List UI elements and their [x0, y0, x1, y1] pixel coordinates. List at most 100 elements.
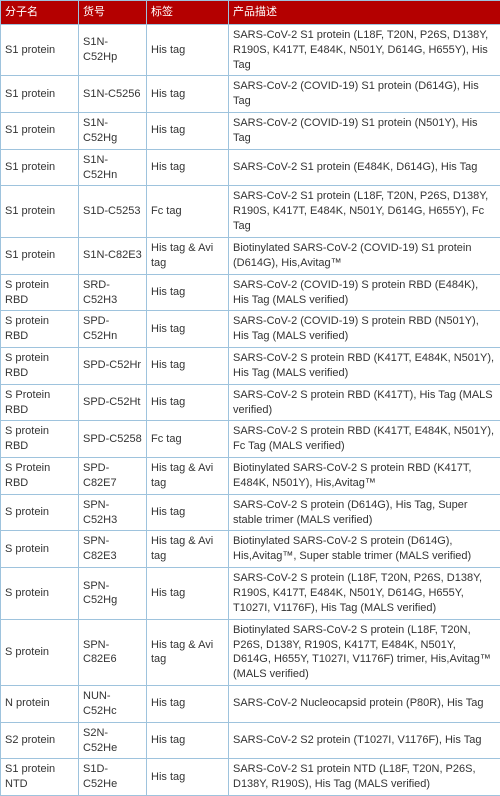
cell-desc: SARS-CoV-2 Nucleocapsid protein (P80R), …: [229, 686, 500, 723]
cell-cat: S1D-C52He: [79, 759, 147, 796]
cell-cat: S1N-C5256: [79, 76, 147, 113]
cell-mol: S2 protein: [1, 722, 79, 759]
col-header-mol: 分子名: [1, 1, 79, 25]
cell-mol: S1 protein: [1, 237, 79, 274]
table-row: S Protein RBDSPD-C82E7His tag & Avi tagB…: [1, 458, 500, 495]
table-row: S protein RBDSPD-C5258Fc tagSARS-CoV-2 S…: [1, 421, 500, 458]
cell-desc: SARS-CoV-2 S2 protein (T1027I, V1176F), …: [229, 722, 500, 759]
cell-desc: SARS-CoV-2 S protein RBD (K417T, E484K, …: [229, 421, 500, 458]
cell-cat: SPN-C52H3: [79, 494, 147, 531]
cell-mol: S protein: [1, 568, 79, 620]
col-header-tag: 标签: [147, 1, 229, 25]
cell-tag: Fc tag: [147, 421, 229, 458]
table-body: S1 proteinS1N-C52HpHis tagSARS-CoV-2 S1 …: [1, 24, 500, 795]
cell-desc: SARS-CoV-2 S protein (D614G), His Tag, S…: [229, 494, 500, 531]
table-row: S Protein RBDSPD-C52HtHis tagSARS-CoV-2 …: [1, 384, 500, 421]
cell-cat: S2N-C52He: [79, 722, 147, 759]
cell-desc: SARS-CoV-2 S1 protein NTD (L18F, T20N, P…: [229, 759, 500, 796]
cell-desc: SARS-CoV-2 (COVID-19) S protein RBD (E48…: [229, 274, 500, 311]
cell-tag: His tag: [147, 348, 229, 385]
cell-desc: Biotinylated SARS-CoV-2 S protein (D614G…: [229, 531, 500, 568]
cell-tag: His tag & Avi tag: [147, 619, 229, 685]
cell-desc: Biotinylated SARS-CoV-2 S protein RBD (K…: [229, 458, 500, 495]
cell-tag: His tag: [147, 24, 229, 76]
cell-tag: His tag: [147, 76, 229, 113]
cell-mol: S Protein RBD: [1, 458, 79, 495]
cell-cat: SRD-C52H3: [79, 274, 147, 311]
table-row: S protein RBDSRD-C52H3His tagSARS-CoV-2 …: [1, 274, 500, 311]
cell-mol: S protein RBD: [1, 348, 79, 385]
cell-mol: S1 protein NTD: [1, 759, 79, 796]
table-row: S1 proteinS1D-C5253Fc tagSARS-CoV-2 S1 p…: [1, 186, 500, 238]
cell-desc: SARS-CoV-2 S1 protein (L18F, T20N, P26S,…: [229, 186, 500, 238]
table-row: S proteinSPN-C82E6His tag & Avi tagBioti…: [1, 619, 500, 685]
cell-cat: SPN-C82E6: [79, 619, 147, 685]
table-row: S proteinSPN-C82E3His tag & Avi tagBioti…: [1, 531, 500, 568]
table-row: S1 proteinS1N-C82E3His tag & Avi tagBiot…: [1, 237, 500, 274]
col-header-cat: 货号: [79, 1, 147, 25]
cell-tag: His tag: [147, 494, 229, 531]
cell-tag: Fc tag: [147, 186, 229, 238]
cell-desc: SARS-CoV-2 (COVID-19) S1 protein (D614G)…: [229, 76, 500, 113]
table-row: S1 proteinS1N-C52HnHis tagSARS-CoV-2 S1 …: [1, 149, 500, 186]
cell-mol: S1 protein: [1, 113, 79, 150]
cell-mol: S1 protein: [1, 186, 79, 238]
cell-tag: His tag & Avi tag: [147, 237, 229, 274]
table-row: S1 proteinS1N-C5256His tagSARS-CoV-2 (CO…: [1, 76, 500, 113]
table-row: S protein RBDSPD-C52HnHis tagSARS-CoV-2 …: [1, 311, 500, 348]
cell-mol: S1 protein: [1, 24, 79, 76]
cell-tag: His tag: [147, 686, 229, 723]
cell-cat: SPN-C52Hg: [79, 568, 147, 620]
cell-mol: S protein RBD: [1, 274, 79, 311]
table-row: S1 proteinS1N-C52HgHis tagSARS-CoV-2 (CO…: [1, 113, 500, 150]
cell-cat: SPD-C52Hn: [79, 311, 147, 348]
cell-tag: His tag: [147, 274, 229, 311]
cell-mol: N protein: [1, 686, 79, 723]
product-table: 分子名 货号 标签 产品描述 S1 proteinS1N-C52HpHis ta…: [0, 0, 500, 796]
cell-tag: His tag: [147, 759, 229, 796]
cell-desc: SARS-CoV-2 (COVID-19) S protein RBD (N50…: [229, 311, 500, 348]
cell-cat: S1N-C52Hg: [79, 113, 147, 150]
cell-mol: S protein: [1, 494, 79, 531]
cell-mol: S protein RBD: [1, 311, 79, 348]
cell-mol: S1 protein: [1, 76, 79, 113]
table-row: N proteinNUN-C52HcHis tagSARS-CoV-2 Nucl…: [1, 686, 500, 723]
table-row: S1 protein NTDS1D-C52HeHis tagSARS-CoV-2…: [1, 759, 500, 796]
cell-desc: Biotinylated SARS-CoV-2 S protein (L18F,…: [229, 619, 500, 685]
cell-cat: NUN-C52Hc: [79, 686, 147, 723]
cell-tag: His tag: [147, 722, 229, 759]
cell-tag: His tag: [147, 113, 229, 150]
cell-tag: His tag: [147, 384, 229, 421]
cell-desc: SARS-CoV-2 (COVID-19) S1 protein (N501Y)…: [229, 113, 500, 150]
cell-mol: S protein RBD: [1, 421, 79, 458]
cell-desc: SARS-CoV-2 S protein RBD (K417T), His Ta…: [229, 384, 500, 421]
table-row: S2 proteinS2N-C52HeHis tagSARS-CoV-2 S2 …: [1, 722, 500, 759]
cell-tag: His tag: [147, 311, 229, 348]
cell-cat: SPN-C82E3: [79, 531, 147, 568]
cell-cat: SPD-C5258: [79, 421, 147, 458]
table-row: S protein RBDSPD-C52HrHis tagSARS-CoV-2 …: [1, 348, 500, 385]
cell-desc: SARS-CoV-2 S1 protein (L18F, T20N, P26S,…: [229, 24, 500, 76]
cell-mol: S Protein RBD: [1, 384, 79, 421]
cell-cat: S1N-C52Hp: [79, 24, 147, 76]
cell-cat: S1D-C5253: [79, 186, 147, 238]
col-header-desc: 产品描述: [229, 1, 500, 25]
cell-desc: Biotinylated SARS-CoV-2 (COVID-19) S1 pr…: [229, 237, 500, 274]
cell-mol: S protein: [1, 531, 79, 568]
cell-tag: His tag & Avi tag: [147, 531, 229, 568]
cell-tag: His tag: [147, 149, 229, 186]
cell-cat: S1N-C52Hn: [79, 149, 147, 186]
cell-desc: SARS-CoV-2 S1 protein (E484K, D614G), Hi…: [229, 149, 500, 186]
table-row: S proteinSPN-C52HgHis tagSARS-CoV-2 S pr…: [1, 568, 500, 620]
table-header-row: 分子名 货号 标签 产品描述: [1, 1, 500, 25]
table-row: S proteinSPN-C52H3His tagSARS-CoV-2 S pr…: [1, 494, 500, 531]
cell-cat: SPD-C52Hr: [79, 348, 147, 385]
cell-desc: SARS-CoV-2 S protein (L18F, T20N, P26S, …: [229, 568, 500, 620]
cell-cat: S1N-C82E3: [79, 237, 147, 274]
cell-cat: SPD-C82E7: [79, 458, 147, 495]
cell-cat: SPD-C52Ht: [79, 384, 147, 421]
cell-desc: SARS-CoV-2 S protein RBD (K417T, E484K, …: [229, 348, 500, 385]
table-row: S1 proteinS1N-C52HpHis tagSARS-CoV-2 S1 …: [1, 24, 500, 76]
cell-tag: His tag & Avi tag: [147, 458, 229, 495]
cell-tag: His tag: [147, 568, 229, 620]
